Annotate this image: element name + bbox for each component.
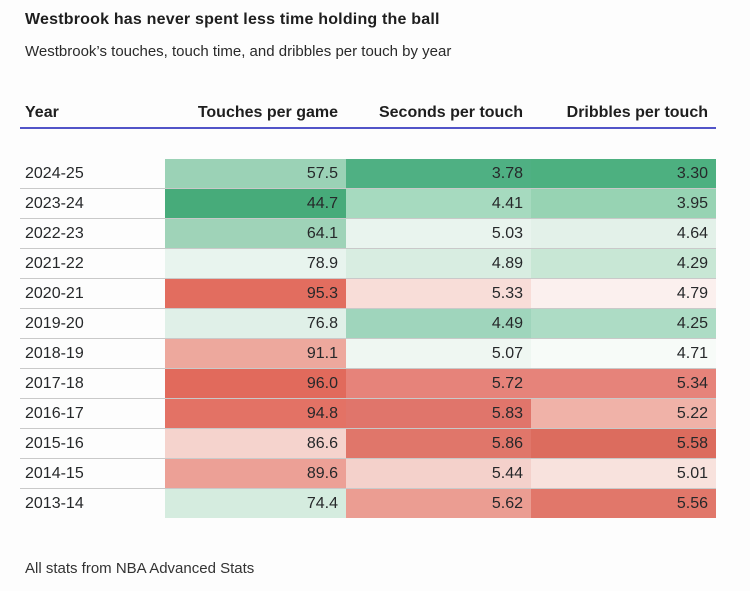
- seconds-cell: 5.72: [346, 369, 531, 398]
- touches-cell: 76.8: [165, 309, 346, 338]
- table-row: 2022-23 64.1 5.03 4.64: [20, 219, 716, 249]
- dribbles-cell: 4.29: [531, 249, 716, 278]
- touches-cell: 91.1: [165, 339, 346, 368]
- year-cell: 2018-19: [25, 345, 84, 362]
- seconds-cell: 5.07: [346, 339, 531, 368]
- seconds-cell: 5.44: [346, 459, 531, 488]
- year-cell: 2020-21: [25, 285, 84, 302]
- table-row: 2014-15 89.6 5.44 5.01: [20, 459, 716, 489]
- table-row: 2013-14 74.4 5.62 5.56: [20, 489, 716, 519]
- year-cell: 2015-16: [25, 435, 84, 452]
- touches-cell: 57.5: [165, 159, 346, 188]
- seconds-cell: 5.83: [346, 399, 531, 428]
- table-row: 2018-19 91.1 5.07 4.71: [20, 339, 716, 369]
- table-row: 2024-25 57.5 3.78 3.30: [20, 159, 716, 189]
- table-row: 2015-16 86.6 5.86 5.58: [20, 429, 716, 459]
- year-cell: 2019-20: [25, 315, 84, 332]
- touches-cell: 95.3: [165, 279, 346, 308]
- year-cell: 2017-18: [25, 375, 84, 392]
- table-row: 2016-17 94.8 5.83 5.22: [20, 399, 716, 429]
- table-row: 2019-20 76.8 4.49 4.25: [20, 309, 716, 339]
- dribbles-cell: 5.34: [531, 369, 716, 398]
- touches-cell: 44.7: [165, 189, 346, 218]
- table-body: 2024-25 57.5 3.78 3.30 2023-24 44.7 4.41…: [20, 159, 716, 519]
- touches-cell: 74.4: [165, 489, 346, 518]
- table-row: 2017-18 96.0 5.72 5.34: [20, 369, 716, 399]
- dribbles-cell: 4.64: [531, 219, 716, 248]
- seconds-cell: 5.86: [346, 429, 531, 458]
- source-note: All stats from NBA Advanced Stats: [25, 560, 255, 577]
- year-cell: 2023-24: [25, 195, 84, 212]
- seconds-cell: 4.41: [346, 189, 531, 218]
- heatmap-table: Year Touches per game Seconds per touch …: [20, 102, 716, 519]
- chart-subtitle: Westbrook’s touches, touch time, and dri…: [25, 43, 452, 60]
- year-cell: 2016-17: [25, 405, 84, 422]
- column-header-touches: Touches per game: [197, 104, 338, 121]
- column-header-seconds: Seconds per touch: [378, 104, 523, 121]
- touches-cell: 89.6: [165, 459, 346, 488]
- table-row: 2021-22 78.9 4.89 4.29: [20, 249, 716, 279]
- table-header-row: Year Touches per game Seconds per touch …: [20, 102, 716, 129]
- dribbles-cell: 3.95: [531, 189, 716, 218]
- dribbles-cell: 5.58: [531, 429, 716, 458]
- touches-cell: 78.9: [165, 249, 346, 278]
- column-header-dribbles: Dribbles per touch: [566, 104, 708, 121]
- year-cell: 2022-23: [25, 225, 84, 242]
- seconds-cell: 5.62: [346, 489, 531, 518]
- dribbles-cell: 5.22: [531, 399, 716, 428]
- dribbles-cell: 4.71: [531, 339, 716, 368]
- column-header-year: Year: [25, 104, 59, 121]
- dribbles-cell: 5.56: [531, 489, 716, 518]
- touches-cell: 86.6: [165, 429, 346, 458]
- dribbles-cell: 4.25: [531, 309, 716, 338]
- dribbles-cell: 4.79: [531, 279, 716, 308]
- year-cell: 2021-22: [25, 255, 84, 272]
- touches-cell: 96.0: [165, 369, 346, 398]
- table-row: 2020-21 95.3 5.33 4.79: [20, 279, 716, 309]
- seconds-cell: 4.49: [346, 309, 531, 338]
- touches-cell: 94.8: [165, 399, 346, 428]
- table-row: 2023-24 44.7 4.41 3.95: [20, 189, 716, 219]
- dribbles-cell: 3.30: [531, 159, 716, 188]
- year-cell: 2024-25: [25, 165, 84, 182]
- seconds-cell: 4.89: [346, 249, 531, 278]
- dribbles-cell: 5.01: [531, 459, 716, 488]
- seconds-cell: 3.78: [346, 159, 531, 188]
- chart-title: Westbrook has never spent less time hold…: [25, 11, 440, 28]
- seconds-cell: 5.03: [346, 219, 531, 248]
- touches-cell: 64.1: [165, 219, 346, 248]
- year-cell: 2014-15: [25, 465, 84, 482]
- seconds-cell: 5.33: [346, 279, 531, 308]
- year-cell: 2013-14: [25, 495, 84, 512]
